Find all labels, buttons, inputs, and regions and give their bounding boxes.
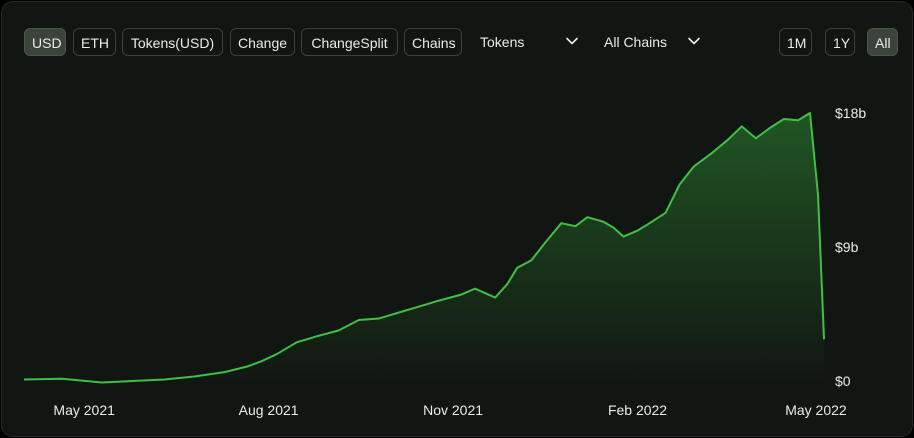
x-tick-label: May 2021 — [53, 402, 115, 418]
tokens-usd-button[interactable]: Tokens(USD) — [122, 28, 223, 56]
range-1m-button[interactable]: 1M — [779, 28, 812, 56]
chains-dropdown[interactable]: All Chains — [604, 28, 704, 56]
usd-button[interactable]: USD — [24, 28, 66, 56]
range-1y-button[interactable]: 1Y — [825, 28, 855, 56]
y-tick-label: $9b — [835, 239, 859, 255]
tokens-dropdown-label: Tokens — [480, 34, 525, 50]
chevron-down-icon — [566, 37, 578, 45]
series-area — [24, 113, 824, 383]
change-button[interactable]: Change — [230, 28, 295, 56]
chains-button[interactable]: Chains — [404, 28, 462, 56]
x-tick-label: May 2022 — [785, 402, 847, 418]
chart-toolbar: USD ETH Tokens(USD) Change ChangeSplit C… — [24, 28, 898, 58]
eth-button[interactable]: ETH — [73, 28, 116, 56]
chains-dropdown-label: All Chains — [604, 34, 668, 50]
series-line — [23, 112, 825, 384]
chevron-down-icon — [688, 37, 700, 45]
tokens-dropdown[interactable]: Tokens — [480, 28, 582, 56]
x-tick-label: Aug 2021 — [239, 402, 299, 418]
y-tick-label: $0 — [835, 373, 851, 389]
x-tick-label: Feb 2022 — [608, 402, 667, 418]
changesplit-button[interactable]: ChangeSplit — [301, 28, 398, 56]
y-tick-label: $18b — [835, 105, 866, 121]
range-all-button[interactable]: All — [867, 28, 898, 56]
x-tick-label: Nov 2021 — [423, 402, 483, 418]
